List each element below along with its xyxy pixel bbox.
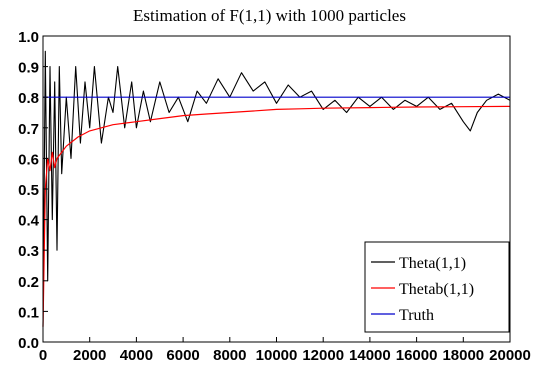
- y-tick-label: 0.4: [18, 213, 40, 230]
- y-tick-label: 0.2: [18, 274, 39, 291]
- legend-box: [364, 241, 510, 333]
- chart-title: Estimation of F(1,1) with 1000 particles: [133, 6, 406, 25]
- legend-label: Truth: [399, 307, 434, 324]
- y-tick-label: 0.6: [18, 151, 39, 168]
- x-tick-label: 0: [39, 347, 47, 364]
- x-tick-label: 20000: [489, 347, 531, 364]
- x-tick-label: 14000: [349, 347, 391, 364]
- x-tick-label: 18000: [442, 347, 484, 364]
- x-tick-label: 12000: [302, 347, 344, 364]
- legend: Theta(1,1) Thetab(1,1) Truth: [364, 241, 510, 333]
- x-tick-label: 10000: [256, 347, 298, 364]
- x-tick-label: 4000: [120, 347, 153, 364]
- y-tick-label: 0.5: [18, 182, 39, 199]
- y-tick-label: 0.1: [18, 304, 39, 321]
- legend-label: Theta(1,1): [399, 255, 466, 272]
- x-tick-label: 16000: [396, 347, 438, 364]
- y-tick-label: 0.3: [18, 243, 39, 260]
- series-line-theta-1-1-: [42, 50, 511, 327]
- y-tick-label: 1.0: [18, 29, 39, 46]
- legend-label: Thetab(1,1): [399, 281, 474, 298]
- y-tick-label: 0.0: [18, 335, 39, 352]
- y-tick-label: 0.8: [18, 90, 39, 107]
- y-tick-label: 0.9: [18, 60, 39, 77]
- series-layer: [42, 50, 511, 327]
- x-tick-label: 2000: [73, 347, 106, 364]
- tick-layer: 0 2000 4000 6000 8000 10000 12000 14000 16000 180…: [18, 29, 531, 364]
- series-line-thetab-1-1-: [42, 105, 511, 327]
- y-tick-label: 0.7: [18, 121, 39, 138]
- x-tick-label: 6000: [166, 347, 199, 364]
- x-tick-label: 8000: [213, 347, 246, 364]
